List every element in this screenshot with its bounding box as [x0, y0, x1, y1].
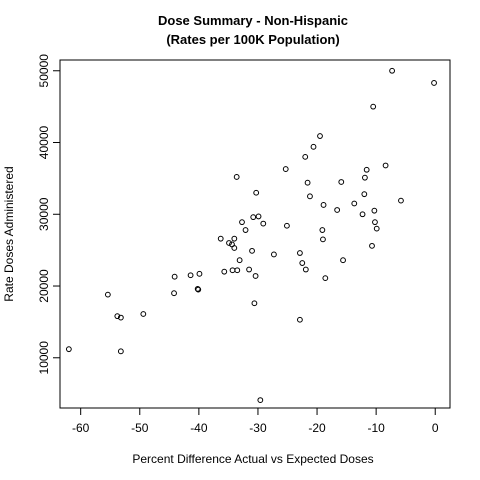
y-axis: 10000 20000 30000 40000 50000	[37, 54, 61, 375]
data-point	[320, 202, 327, 208]
data-point	[117, 348, 124, 355]
data-point	[373, 225, 380, 232]
data-point	[255, 213, 262, 220]
data-point	[251, 300, 258, 307]
data-point	[340, 257, 346, 264]
y-tick-label: 50000	[37, 54, 51, 88]
data-point	[229, 267, 236, 274]
data-point	[320, 236, 326, 243]
x-tick-label: -50	[131, 421, 149, 435]
data-point	[226, 240, 232, 246]
data-point	[363, 166, 370, 173]
data-point	[389, 67, 395, 74]
data-point	[195, 286, 202, 293]
data-point	[196, 270, 203, 277]
data-point	[250, 214, 257, 221]
data-point	[382, 162, 389, 169]
data-point	[249, 247, 255, 254]
data-point	[302, 153, 309, 160]
data-point	[310, 143, 317, 150]
x-tick-label: 0	[432, 421, 439, 435]
data-point	[260, 220, 267, 227]
x-axis: -60 -50 -40 -30 -20 -10 0	[72, 407, 439, 435]
data-point	[297, 316, 303, 323]
x-axis-label: Percent Difference Actual vs Expected Do…	[132, 452, 373, 466]
data-point	[319, 227, 326, 233]
x-tick-label: -20	[308, 421, 326, 435]
data-point	[361, 191, 368, 198]
data-point	[239, 219, 245, 226]
data-point	[304, 179, 311, 186]
data-point	[231, 235, 238, 242]
data-point	[372, 219, 378, 226]
data-point	[246, 266, 252, 273]
x-tick-label: -30	[249, 421, 267, 435]
data-points	[65, 67, 437, 404]
data-point	[140, 311, 147, 317]
y-tick-label: 40000	[37, 126, 51, 160]
data-point	[338, 179, 345, 185]
data-point	[431, 80, 437, 86]
data-point	[171, 290, 177, 297]
y-axis-label: Rate Doses Administered	[2, 166, 16, 301]
y-tick-label: 10000	[37, 341, 51, 375]
data-point	[317, 133, 323, 139]
data-point	[114, 313, 121, 320]
data-point	[307, 193, 313, 200]
data-point	[302, 266, 309, 273]
data-point	[297, 250, 303, 256]
data-point	[284, 222, 290, 229]
data-point	[104, 291, 111, 298]
data-point	[252, 273, 259, 279]
data-point	[334, 207, 341, 213]
chart-title-line-2: (Rates per 100K Population)	[166, 32, 339, 47]
data-point	[359, 211, 366, 218]
data-point	[242, 227, 249, 233]
data-point	[231, 245, 238, 251]
x-tick-label: -40	[190, 421, 208, 435]
data-point	[253, 189, 260, 196]
data-point	[371, 207, 378, 214]
data-point	[370, 103, 377, 110]
data-point	[369, 242, 375, 249]
data-point	[362, 174, 368, 181]
plot-frame	[59, 59, 451, 409]
data-point	[398, 197, 404, 204]
y-tick-label: 20000	[37, 269, 51, 303]
x-tick-label: -10	[367, 421, 385, 435]
data-point	[299, 260, 306, 266]
data-point	[217, 235, 224, 242]
data-point	[221, 268, 228, 275]
chart-title-line-1: Dose Summary - Non-Hispanic	[158, 13, 348, 28]
y-tick-label: 30000	[37, 197, 51, 231]
data-point	[233, 174, 240, 180]
data-point	[271, 251, 277, 258]
x-tick-label: -60	[72, 421, 90, 435]
data-point	[65, 346, 72, 353]
data-point	[194, 285, 201, 292]
data-point	[322, 275, 329, 282]
data-point	[187, 272, 194, 279]
data-point	[234, 267, 241, 274]
data-point	[236, 257, 243, 264]
data-point	[257, 397, 264, 404]
data-point	[351, 200, 358, 207]
data-point	[282, 166, 289, 172]
data-point	[117, 314, 124, 321]
data-point	[171, 273, 178, 280]
